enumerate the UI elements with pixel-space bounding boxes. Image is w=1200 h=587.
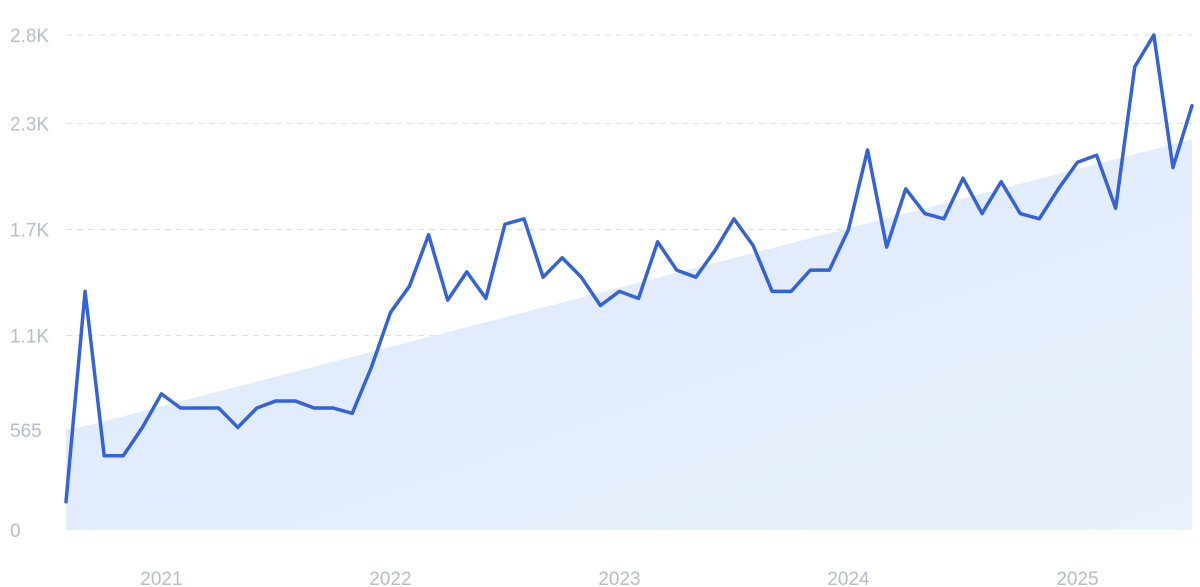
- y-tick-label: 2.8K: [10, 26, 49, 47]
- trend-area-shape: [66, 139, 1192, 530]
- y-tick-label: 2.3K: [10, 114, 49, 135]
- trend-area: [66, 139, 1192, 530]
- x-tick-label: 2025: [1056, 569, 1098, 587]
- y-tick-label: 1.7K: [10, 220, 49, 241]
- y-axis-ticks: 0 565 1.1K 1.7K 2.3K 2.8K: [10, 26, 49, 542]
- y-tick-label: 565: [10, 421, 42, 442]
- x-tick-label: 2021: [140, 569, 182, 587]
- x-tick-label: 2024: [827, 569, 870, 587]
- series-line: [64, 33, 1194, 504]
- x-axis-ticks: 2021 2022 2023 2024 2025: [140, 569, 1098, 587]
- y-tick-label: 0: [10, 521, 21, 542]
- y-tick-label: 1.1K: [10, 327, 49, 348]
- series-line-path: [64, 33, 1194, 504]
- x-tick-label: 2022: [369, 569, 411, 587]
- x-tick-label: 2023: [598, 569, 640, 587]
